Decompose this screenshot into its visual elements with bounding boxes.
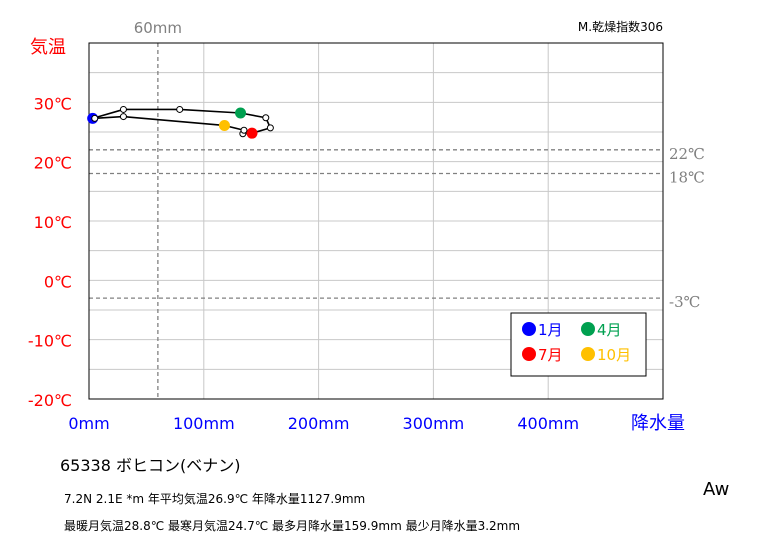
legend-marker <box>522 347 536 361</box>
x-tick-labels: 0mm 100mm 200mm 300mm 400mm <box>68 414 579 433</box>
reference-label: 22℃ <box>669 145 705 163</box>
legend-label: 7月 <box>538 346 563 364</box>
month-point-2 <box>119 105 127 113</box>
month-point-9 <box>240 126 248 134</box>
y-tick-label: 10℃ <box>34 213 72 232</box>
reference-lines: 60mm 22℃ 18℃ -3℃ <box>89 19 705 399</box>
legend-box <box>510 312 647 377</box>
x-tick-label: 400mm <box>517 414 579 433</box>
grid <box>89 43 663 399</box>
legend-label: 1月 <box>538 321 563 339</box>
station-summary-line-2: 最暖月気温28.8℃ 最寒月気温24.7℃ 最多月降水量159.9mm 最少月降… <box>64 519 521 533</box>
y-tick-label: -20℃ <box>28 391 72 410</box>
station-summary-line-1: 7.2N 2.1E *m 年平均気温26.9℃ 年降水量1127.9mm <box>64 492 366 506</box>
plot-frame <box>88 42 664 400</box>
y-tick-label: 0℃ <box>44 272 72 291</box>
legend-marker <box>581 322 595 336</box>
month-point-12 <box>91 114 99 122</box>
month-marker-7 <box>246 127 258 139</box>
y-tick-label: -10℃ <box>28 332 72 351</box>
x-tick-label: 300mm <box>403 414 465 433</box>
month-marker-4 <box>235 107 247 119</box>
series-segment <box>179 108 241 114</box>
dryness-index-label: M.乾燥指数306 <box>578 19 663 34</box>
climate-series <box>87 105 274 139</box>
reference-label: 18℃ <box>669 169 705 187</box>
legend-marker <box>581 347 595 361</box>
month-point-11 <box>119 113 127 121</box>
climate-classification: Aw <box>703 479 730 500</box>
month-point-5 <box>262 114 270 122</box>
y-tick-labels: 30℃ 20℃ 10℃ 0℃ -10℃ -20℃ <box>28 94 72 410</box>
y-tick-label: 20℃ <box>34 154 72 173</box>
reference-label: -3℃ <box>669 293 700 311</box>
month-point-3 <box>176 105 184 113</box>
legend-marker <box>522 322 536 336</box>
month-point-6 <box>266 124 274 132</box>
y-tick-label: 30℃ <box>34 94 72 113</box>
month-marker-10 <box>218 119 230 131</box>
reference-label: 60mm <box>134 19 182 37</box>
x-tick-label: 0mm <box>68 414 109 433</box>
series-segment <box>94 115 124 120</box>
legend-label: 4月 <box>597 321 622 339</box>
x-tick-label: 200mm <box>288 414 350 433</box>
x-tick-label: 100mm <box>173 414 235 433</box>
y-axis-label: 気温 <box>30 37 66 58</box>
series-segment <box>123 115 225 127</box>
legend: 1月 4月 7月 10月 <box>510 312 647 377</box>
x-axis-label: 降水量 <box>631 413 685 434</box>
station-name: 65338 ボヒコン(ベナン) <box>60 456 241 475</box>
legend-label: 10月 <box>597 346 631 364</box>
